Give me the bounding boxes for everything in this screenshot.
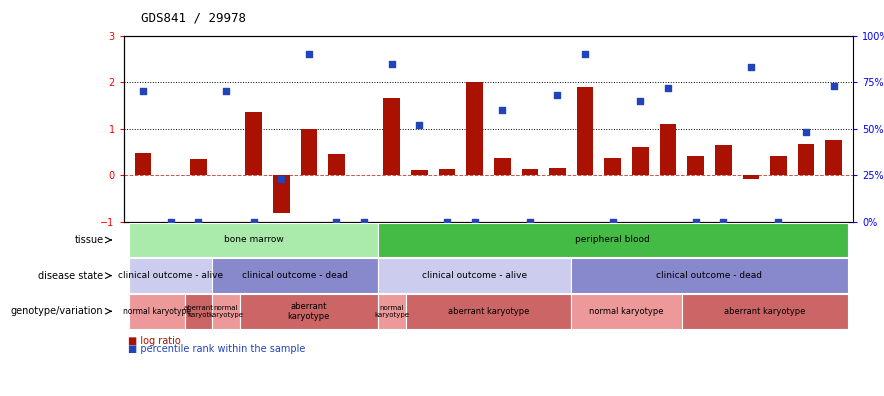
- Point: [412, 122, 426, 128]
- Point: [164, 219, 178, 225]
- Bar: [605, 158, 621, 175]
- Bar: [826, 140, 842, 175]
- Bar: [301, 129, 317, 175]
- Point: [247, 219, 261, 225]
- Point: [440, 219, 454, 225]
- Text: normal
karyotype: normal karyotype: [209, 305, 243, 318]
- Bar: [273, 175, 290, 213]
- Text: disease state: disease state: [38, 270, 103, 281]
- Bar: [549, 168, 566, 175]
- Text: clinical outcome - dead: clinical outcome - dead: [242, 271, 348, 280]
- Text: clinical outcome - dead: clinical outcome - dead: [657, 271, 762, 280]
- Bar: [411, 169, 428, 175]
- Text: GDS841 / 29978: GDS841 / 29978: [141, 12, 247, 25]
- Point: [385, 60, 399, 67]
- Text: normal karyotype: normal karyotype: [590, 307, 664, 316]
- Text: bone marrow: bone marrow: [224, 236, 284, 244]
- Text: normal
karyotype: normal karyotype: [374, 305, 409, 318]
- Bar: [467, 82, 483, 175]
- Bar: [438, 169, 455, 175]
- Text: genotype/variation: genotype/variation: [11, 306, 103, 316]
- Text: clinical outcome - alive: clinical outcome - alive: [118, 271, 224, 280]
- Text: aberrant karyotype: aberrant karyotype: [447, 307, 530, 316]
- Bar: [328, 154, 345, 175]
- Bar: [632, 147, 649, 175]
- Point: [743, 64, 758, 70]
- Bar: [190, 159, 207, 175]
- Bar: [743, 175, 759, 179]
- Point: [633, 98, 647, 104]
- Point: [772, 219, 786, 225]
- Text: ■ log ratio: ■ log ratio: [128, 336, 181, 346]
- Text: aberrant
karyotype: aberrant karyotype: [287, 302, 330, 321]
- Point: [551, 92, 565, 98]
- Text: normal karyotype: normal karyotype: [123, 307, 191, 316]
- Point: [578, 51, 592, 57]
- Point: [301, 51, 316, 57]
- Bar: [688, 156, 704, 175]
- Bar: [522, 169, 538, 175]
- Point: [495, 107, 509, 113]
- Point: [136, 88, 150, 95]
- Text: aberrant karyotype: aberrant karyotype: [724, 307, 805, 316]
- Bar: [659, 124, 676, 175]
- Point: [827, 83, 841, 89]
- Point: [522, 219, 537, 225]
- Bar: [494, 158, 511, 175]
- Bar: [135, 153, 151, 175]
- Text: clinical outcome - alive: clinical outcome - alive: [422, 271, 527, 280]
- Point: [330, 219, 344, 225]
- Point: [191, 219, 205, 225]
- Point: [274, 176, 288, 182]
- Bar: [798, 144, 814, 175]
- Point: [716, 219, 730, 225]
- Text: peripheral blood: peripheral blood: [575, 236, 650, 244]
- Bar: [577, 87, 593, 175]
- Bar: [246, 112, 262, 175]
- Point: [219, 88, 233, 95]
- Bar: [715, 145, 732, 175]
- Point: [799, 129, 813, 135]
- Text: ■ percentile rank within the sample: ■ percentile rank within the sample: [128, 344, 306, 354]
- Bar: [770, 156, 787, 175]
- Point: [689, 219, 703, 225]
- Point: [357, 219, 371, 225]
- Text: tissue: tissue: [74, 235, 103, 245]
- Point: [606, 219, 620, 225]
- Bar: [384, 99, 400, 175]
- Text: aberrant
karyot: aberrant karyot: [183, 305, 213, 318]
- Point: [468, 219, 482, 225]
- Point: [661, 85, 675, 91]
